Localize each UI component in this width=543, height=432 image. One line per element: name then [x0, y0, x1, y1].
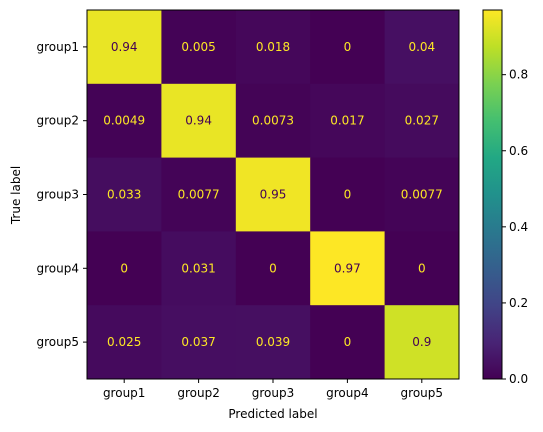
cell-value-label: 0.031 — [181, 261, 215, 275]
heatmap-cell — [235, 10, 311, 85]
x-axis-label: Predicted label — [228, 407, 317, 421]
x-tick-label: group2 — [177, 386, 220, 400]
y-tick-label: group4 — [37, 261, 80, 275]
x-tick-label: group3 — [252, 386, 295, 400]
cell-value-label: 0.95 — [260, 188, 287, 202]
colorbar-tick-label: 0.4 — [509, 220, 528, 234]
heatmap-cell — [161, 10, 237, 85]
cell-value-label: 0.94 — [185, 114, 212, 128]
heatmap-cell — [384, 157, 460, 232]
y-axis-label: True label — [9, 166, 23, 225]
cell-value-label: 0.97 — [334, 261, 361, 275]
cell-value-label: 0.025 — [107, 335, 141, 349]
heatmap-cell — [161, 157, 237, 232]
heatmap-cell — [310, 305, 386, 380]
cell-value-label: 0 — [418, 261, 426, 275]
x-tick-label: group4 — [326, 386, 369, 400]
heatmap-cell — [384, 10, 460, 85]
heatmap-cell — [384, 83, 460, 159]
colorbar — [482, 9, 503, 380]
cell-value-label: 0.0077 — [178, 188, 220, 202]
cell-value-label: 0 — [120, 261, 128, 275]
cell-value-label: 0 — [269, 261, 277, 275]
colorbar-ticks: 0.0 0.2 0.4 0.6 0.8 — [502, 68, 528, 386]
y-tick-label: group1 — [37, 40, 80, 54]
cell-value-label: 0 — [344, 188, 352, 202]
cell-value-label: 0.039 — [256, 335, 290, 349]
cell-value-label: 0 — [344, 40, 352, 54]
y-tick-label: group3 — [37, 188, 80, 202]
x-axis-ticks: group1 group2 group3 group4 group5 — [103, 379, 443, 400]
heatmap-cell — [310, 10, 386, 85]
cell-value-label: 0.0049 — [103, 114, 145, 128]
cell-value-label: 0.018 — [256, 40, 290, 54]
heatmap-cell — [235, 157, 311, 232]
heatmap-cell — [87, 231, 162, 306]
y-axis-ticks: group1 group2 group3 group4 group5 — [37, 40, 87, 349]
cell-value-label: 0.005 — [181, 40, 215, 54]
heatmap-cell — [87, 305, 162, 380]
heatmap-cell-labels: 0.94 0.005 0.018 0 0.04 0.0049 0.94 0.0073 0.017… — [103, 40, 443, 349]
heatmap-cell — [161, 305, 237, 380]
heatmap-cell — [87, 83, 162, 159]
cell-value-label: 0.04 — [408, 40, 435, 54]
colorbar-tick-label: 0.8 — [509, 68, 528, 82]
heatmap-cells — [87, 10, 460, 380]
cell-value-label: 0.033 — [107, 188, 141, 202]
heatmap-cell — [310, 83, 386, 159]
x-tick-label: group5 — [401, 386, 444, 400]
heatmap-cell — [87, 157, 162, 232]
cell-value-label: 0.027 — [405, 114, 439, 128]
heatmap-cell — [310, 231, 386, 306]
x-tick-label: group1 — [103, 386, 146, 400]
heatmap-cell — [87, 10, 162, 85]
cell-value-label: 0.037 — [181, 335, 215, 349]
heatmap-cell — [235, 231, 311, 306]
heatmap-cell — [310, 157, 386, 232]
colorbar-tick-label: 0.6 — [509, 144, 528, 158]
heatmap-cell — [235, 83, 311, 159]
colorbar-tick-label: 0.0 — [509, 372, 528, 386]
heatmap-cell — [384, 231, 460, 306]
cell-value-label: 0 — [344, 335, 352, 349]
cell-value-label: 0.017 — [330, 114, 364, 128]
cell-value-label: 0.94 — [111, 40, 138, 54]
heatmap-cell — [235, 305, 311, 380]
cell-value-label: 0.9 — [412, 335, 431, 349]
cell-value-label: 0.0073 — [252, 114, 294, 128]
heatmap-cell — [161, 83, 237, 159]
y-tick-label: group2 — [37, 114, 80, 128]
colorbar-tick-label: 0.2 — [509, 296, 528, 310]
y-tick-label: group5 — [37, 335, 80, 349]
cell-value-label: 0.0077 — [401, 188, 443, 202]
heatmap-cell — [161, 231, 237, 306]
heatmap-cell — [384, 305, 460, 380]
